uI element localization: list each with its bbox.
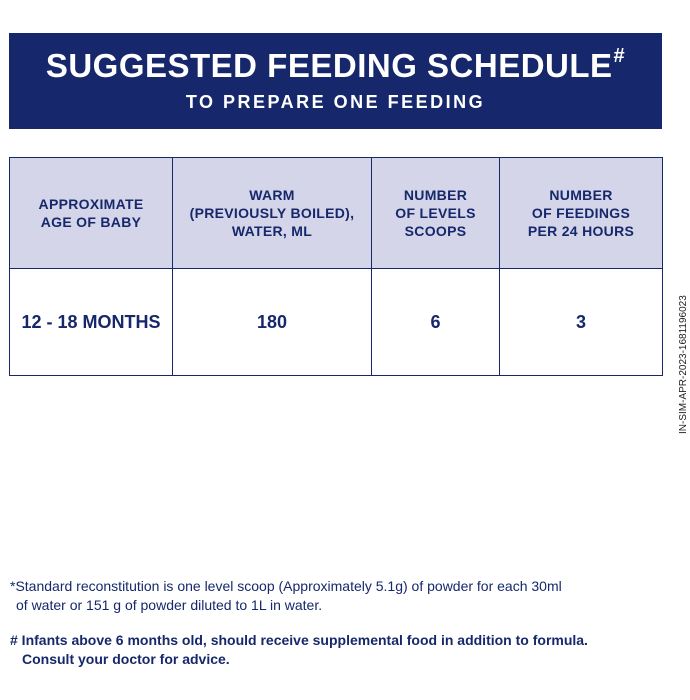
banner-title-mark: # (613, 45, 626, 67)
supplemental-food-note: # Infants above 6 months old, should rec… (10, 631, 650, 669)
banner-title-text: SUGGESTED FEEDING SCHEDULE (45, 47, 613, 84)
standard-reconstitution-note: *Standard reconstitution is one level sc… (10, 577, 650, 615)
note-line: of water or 151 g of powder diluted to 1… (16, 597, 323, 613)
cell-feedings: 3 (499, 268, 663, 376)
cell-scoops: 6 (371, 268, 500, 376)
cell-water-ml: 180 (172, 268, 372, 376)
note-line: # Infants above 6 months old, should rec… (10, 632, 588, 648)
table-header-row: APPROXIMATE AGE OF BABY WARM (PREVIOUSLY B… (9, 157, 663, 269)
table-row: 12 - 18 MONTHS 180 6 3 (9, 268, 663, 376)
banner-title: SUGGESTED FEEDING SCHEDULE# (9, 45, 662, 85)
header-age: APPROXIMATE AGE OF BABY (9, 157, 173, 269)
document-code: IN-SIM-APR-2023-1681196023 (678, 295, 689, 434)
header-feedings: NUMBER OF FEEDINGS PER 24 HOURS (499, 157, 663, 269)
banner-subtitle: TO PREPARE ONE FEEDING (185, 92, 486, 112)
note-line: *Standard reconstitution is one level sc… (10, 578, 562, 594)
header-scoops: NUMBER OF LEVELS SCOOPS (371, 157, 500, 269)
feeding-schedule-table: APPROXIMATE AGE OF BABY WARM (PREVIOUSLY B… (9, 157, 663, 376)
cell-age: 12 - 18 MONTHS (9, 268, 173, 376)
header-water: WARM (PREVIOUSLY BOILED), WATER, ML (172, 157, 372, 269)
title-banner: SUGGESTED FEEDING SCHEDULE# TO PREPARE O… (9, 33, 662, 129)
note-line: Consult your doctor for advice. (22, 651, 230, 667)
